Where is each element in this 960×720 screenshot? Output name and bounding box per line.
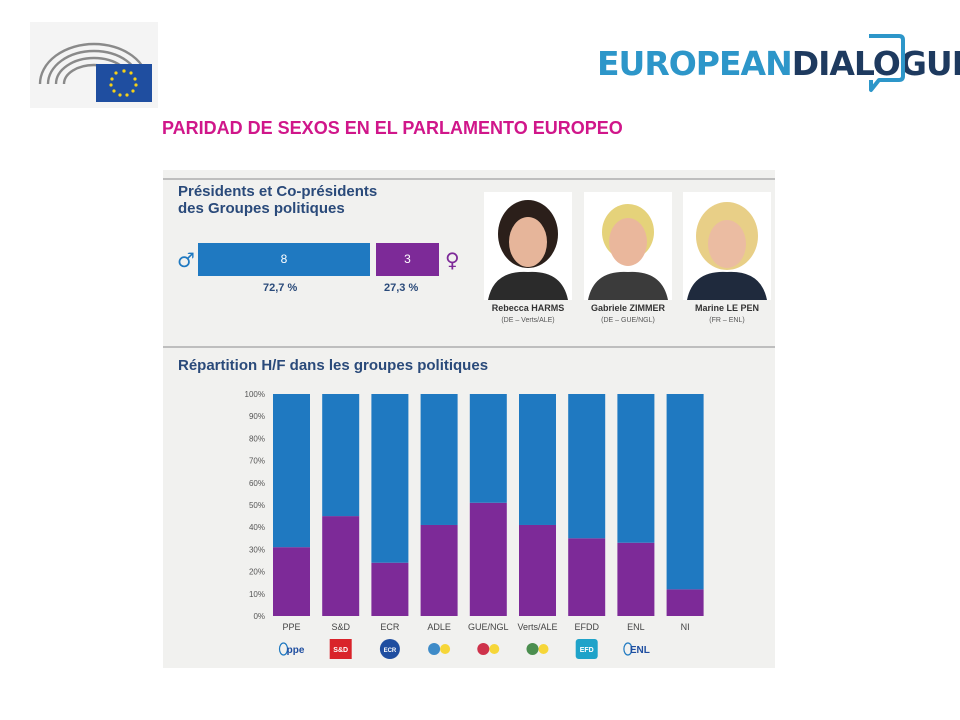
x-tick-label: PPE (282, 622, 300, 632)
speech-bubble-icon (869, 34, 905, 92)
divider (163, 178, 775, 180)
y-tick-label: 60% (249, 479, 265, 488)
portrait-rebecca-harms (484, 192, 572, 300)
y-tick-label: 50% (249, 501, 265, 510)
bar-female-7 (617, 542, 655, 616)
bar-female-0 (273, 547, 310, 616)
party-logo (477, 643, 490, 655)
male-percentage: 72,7 % (263, 282, 298, 294)
person-info-2: (DE – GUE/NGL) (601, 317, 655, 324)
party-logos: ppe S&D ECR EFD ENL (278, 639, 650, 659)
female-presidents-bar: 3 (376, 243, 439, 276)
presidents-title: Présidents et Co-présidents des Groupes … (178, 183, 438, 217)
european-dialogues-logo: EUROPEANDIALOGUES (597, 34, 960, 104)
distribution-title: Répartition H/F dans les groupes politiq… (178, 357, 489, 374)
bar-male-8 (666, 394, 704, 590)
female-percentage: 27,3 % (384, 282, 419, 294)
page-title: PARIDAD DE SEXOS EN EL PARLAMENTO EUROPE… (162, 118, 623, 138)
party-logo (623, 642, 633, 656)
brand-wordmark: EUROPEANDIALOGUES (597, 44, 960, 83)
bar-female-4 (469, 502, 507, 616)
european-parliament-logo (30, 22, 158, 108)
party-logo (278, 642, 289, 656)
bar-female-6 (568, 538, 606, 616)
bar-male-7 (617, 394, 655, 543)
divider (163, 346, 775, 348)
male-symbol-icon: ♂ (177, 248, 195, 272)
y-tick-label: 20% (249, 568, 265, 577)
y-tick-label: 80% (249, 434, 265, 443)
y-tick-label: 90% (249, 412, 265, 421)
x-tick-label: ADLE (427, 622, 451, 632)
person-name-1: Rebecca HARMS (491, 303, 565, 313)
bar-male-6 (568, 394, 606, 539)
bar-female-2 (371, 562, 409, 616)
bar-male-3 (420, 394, 458, 525)
female-symbol-icon: ♀ (445, 248, 460, 272)
x-tick-label: NI (681, 622, 690, 632)
x-axis-labels: PPE S&D ECR ADLE GUE/NGL Verts/ALE EFDD ENL NI (282, 622, 689, 632)
bar-male-0 (273, 394, 310, 548)
y-tick-label: 40% (249, 523, 265, 532)
x-tick-label: ENL (627, 622, 645, 632)
person-name-3: Marine LE PEN (694, 303, 759, 313)
brand-left: EUROPEAN (597, 44, 793, 83)
party-logo (329, 639, 352, 659)
x-tick-label: S&D (331, 622, 350, 632)
bar-female-8 (666, 589, 704, 616)
person-name-2: Gabriele ZIMMER (590, 303, 665, 313)
portrait-marine-le-pen (683, 192, 771, 300)
person-info-1: (DE – Verts/ALE) (501, 317, 555, 324)
y-tick-label: 0% (253, 612, 265, 621)
y-tick-label: 30% (249, 545, 265, 554)
x-tick-label: ECR (380, 622, 400, 632)
portrait-gabriele-zimmer (584, 192, 672, 300)
y-tick-label: 100% (245, 390, 265, 399)
party-logo-text: EFD (580, 647, 594, 654)
bar-male-5 (519, 394, 556, 525)
presidents-title-line2: des Groupes politiques (178, 200, 345, 217)
bar-male-4 (469, 394, 507, 503)
x-tick-label: EFDD (574, 622, 599, 632)
y-axis-ticks: 0% 10% 20% 30% 40% 50% 60% 70% 80% 90% 100% (245, 390, 265, 621)
brand-right: DIALOGUES (791, 44, 960, 83)
party-logo (526, 643, 539, 655)
y-tick-label: 10% (249, 590, 265, 599)
bar-female-3 (420, 524, 458, 616)
bar-male-2 (371, 394, 409, 563)
x-tick-label: GUE/NGL (468, 622, 509, 632)
x-tick-label: Verts/ALE (517, 622, 557, 632)
bar-female-5 (519, 524, 556, 616)
bar-female-1 (322, 516, 360, 616)
presidents-title-line1: Présidents et Co-présidents (178, 183, 378, 200)
bar-male-1 (322, 394, 360, 517)
party-logo-text: S&D (333, 647, 348, 654)
party-logo (379, 639, 400, 659)
party-logo-text: ECR (384, 648, 397, 654)
gender-distribution-chart: 0% 10% 20% 30% 40% 50% 60% 70% 80% 90% 100% PPE S&D… (245, 390, 704, 659)
y-tick-label: 70% (249, 457, 265, 466)
party-logo-text: ppe (287, 645, 305, 656)
person-info-3: (FR – ENL) (709, 317, 745, 324)
party-logo (428, 643, 441, 655)
party-logo (575, 639, 598, 659)
party-logo (538, 644, 549, 654)
party-logo-text: ENL (630, 645, 650, 656)
male-presidents-bar: 8 (198, 243, 370, 276)
party-logo (489, 644, 500, 654)
party-logo (440, 644, 451, 654)
chart-bars (273, 394, 704, 616)
